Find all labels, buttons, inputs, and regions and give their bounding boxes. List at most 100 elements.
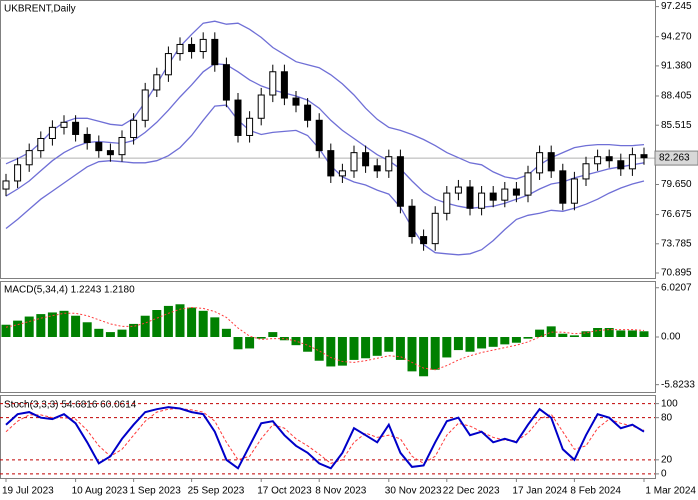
candle-body — [443, 192, 451, 214]
macd-bar — [256, 337, 266, 339]
candle-body — [141, 89, 149, 121]
candle-body — [512, 188, 520, 196]
macd-bar — [279, 337, 289, 341]
candle-body — [454, 186, 462, 194]
x-tick-label: 30 Nov 2023 — [385, 486, 442, 497]
candle-body — [211, 38, 219, 66]
macd-bar — [47, 312, 57, 337]
y-tick-label: 100 — [661, 398, 678, 409]
candle-body — [431, 212, 439, 245]
candle-body — [605, 156, 613, 162]
macd-bar — [616, 330, 626, 337]
x-tick-label: 8 Nov 2023 — [315, 486, 367, 497]
candle-body — [570, 178, 578, 204]
candle-body — [420, 236, 428, 245]
candle-body — [14, 164, 22, 182]
candle-body — [628, 154, 636, 170]
x-tick-label: 22 Dec 2023 — [443, 486, 500, 497]
y-tick-label: 97.245 — [661, 1, 692, 12]
candle-body — [547, 152, 555, 172]
y-tick-label: -5.8233 — [661, 379, 695, 390]
candle-body — [130, 119, 138, 138]
x-tick-label: 10 Aug 2023 — [72, 486, 129, 497]
macd-bar — [152, 310, 162, 337]
x-tick-label: 19 Jul 2023 — [2, 486, 54, 497]
macd-bar — [94, 328, 104, 337]
current-price-label: 82.263 — [659, 153, 690, 164]
candle-body — [153, 74, 161, 91]
y-tick-label: 76.675 — [661, 209, 692, 220]
candle-body — [304, 104, 312, 121]
y-tick-label: 20 — [661, 454, 673, 465]
macd-bar — [233, 337, 243, 350]
bollinger-lower — [5, 104, 645, 256]
macd-bar — [419, 337, 429, 377]
candle-body — [524, 172, 532, 196]
y-tick-label: 85.515 — [661, 120, 692, 131]
macd-bar — [71, 315, 81, 337]
candle-body — [118, 136, 126, 156]
macd-bar — [59, 310, 69, 337]
candle-body — [269, 71, 277, 96]
candle-body — [385, 156, 393, 172]
macd-signal — [5, 306, 645, 371]
macd-bar — [24, 316, 34, 337]
macd-bar — [384, 337, 394, 352]
macd-bar — [1, 324, 11, 337]
candle-body — [106, 150, 114, 156]
x-tick-label: 8 Feb 2024 — [570, 486, 621, 497]
macd-bar — [511, 337, 521, 343]
macd-bar — [221, 328, 231, 337]
candle-body — [246, 117, 254, 136]
macd-bar — [105, 332, 115, 337]
y-tick-label: 6.0207 — [661, 282, 692, 293]
x-tick-label: 1 Sep 2023 — [130, 486, 182, 497]
candle-body — [478, 192, 486, 209]
candle-body — [617, 160, 625, 170]
y-tick-label: 94.270 — [661, 31, 692, 42]
current-price-box — [654, 150, 698, 166]
x-tick-label: 17 Jan 2024 — [512, 486, 567, 497]
panel-title: Stoch(3,3,3) 54.6816 60.0614 — [4, 400, 137, 411]
macd-bar — [175, 304, 185, 337]
macd-bar — [245, 337, 255, 349]
candle-body — [48, 126, 56, 139]
stoch-main — [5, 406, 645, 470]
candle-body — [280, 71, 288, 99]
macd-bar — [453, 337, 463, 351]
macd-bar — [639, 331, 649, 337]
candle-body — [466, 186, 474, 209]
candle-body — [292, 97, 300, 106]
candle-body — [176, 43, 184, 55]
candle-body — [315, 119, 323, 152]
x-tick-label: 17 Oct 2023 — [257, 486, 312, 497]
candle-body — [640, 154, 648, 159]
macd-bar — [488, 337, 498, 347]
bollinger-middle — [5, 63, 645, 209]
macd-bar — [291, 337, 301, 346]
macd-bar — [82, 322, 92, 337]
candle-body — [396, 156, 404, 207]
macd-bar — [117, 329, 127, 337]
macd-bar — [395, 337, 405, 360]
candle-body — [72, 121, 80, 135]
macd-bar — [210, 317, 220, 337]
macd-bar — [569, 335, 579, 337]
candle-body — [338, 170, 346, 177]
y-tick-label: 91.380 — [661, 61, 692, 72]
candle-body — [594, 156, 602, 165]
candle-body — [199, 38, 207, 53]
macd-bar — [546, 326, 556, 337]
macd-bar — [268, 332, 278, 337]
macd-bar — [314, 337, 324, 361]
candle-body — [501, 188, 509, 201]
macd-bar — [477, 337, 487, 349]
y-tick-label: 80 — [661, 412, 673, 423]
macd-bar — [36, 314, 46, 337]
macd-bar — [535, 329, 545, 337]
candle-body — [60, 121, 68, 128]
macd-bar — [558, 333, 568, 337]
macd-bar — [593, 328, 603, 337]
